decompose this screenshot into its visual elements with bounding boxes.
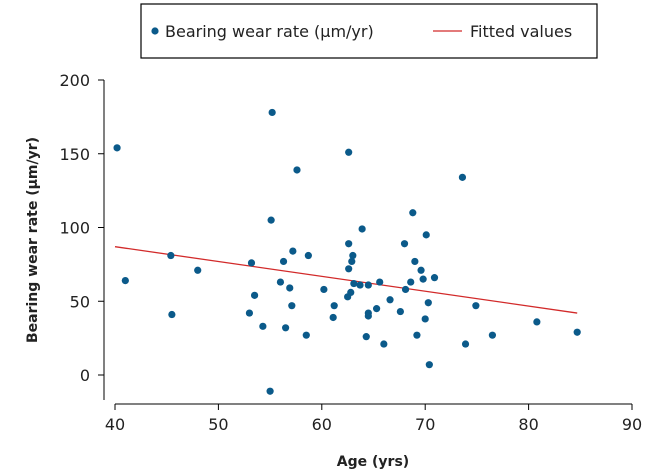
data-point bbox=[286, 284, 294, 292]
data-point bbox=[573, 328, 581, 336]
data-point bbox=[302, 331, 310, 339]
data-point bbox=[472, 302, 480, 310]
data-point bbox=[113, 144, 121, 152]
x-ticks: 40 50 60 70 80 90 bbox=[105, 404, 642, 434]
data-point bbox=[247, 259, 256, 267]
data-point bbox=[411, 257, 419, 266]
data-point bbox=[458, 173, 467, 181]
data-point bbox=[380, 340, 388, 348]
data-point bbox=[330, 302, 338, 310]
data-point bbox=[266, 387, 274, 395]
data-point bbox=[533, 318, 541, 326]
data-point bbox=[194, 266, 202, 274]
axes: 0 50 100 150 200 40 50 60 70 80 90 Age (yrs) Bear… bbox=[25, 71, 642, 470]
data-point bbox=[348, 257, 356, 266]
data-point bbox=[279, 257, 288, 266]
data-point bbox=[345, 240, 353, 248]
data-point bbox=[417, 266, 425, 274]
data-point bbox=[349, 251, 357, 260]
data-point bbox=[245, 309, 254, 317]
data-point bbox=[421, 315, 429, 323]
data-point bbox=[121, 277, 129, 285]
x-tick-label: 50 bbox=[208, 415, 228, 434]
data-point bbox=[293, 166, 301, 174]
x-axis-title: Age (yrs) bbox=[337, 454, 409, 470]
fitted-values-line bbox=[114, 246, 578, 314]
data-point bbox=[356, 281, 364, 289]
data-point bbox=[288, 302, 296, 310]
data-point bbox=[419, 275, 427, 283]
x-tick-label: 80 bbox=[518, 415, 538, 434]
y-tick-label: 50 bbox=[70, 292, 90, 311]
y-ticks: 0 50 100 150 200 bbox=[59, 71, 104, 385]
x-tick-label: 90 bbox=[622, 415, 642, 434]
data-point bbox=[304, 251, 312, 260]
x-tick-label: 60 bbox=[312, 415, 332, 434]
data-point bbox=[358, 225, 366, 233]
data-point bbox=[276, 278, 285, 286]
data-point bbox=[268, 108, 276, 117]
data-point bbox=[376, 278, 384, 286]
data-point bbox=[413, 331, 421, 339]
data-point bbox=[345, 265, 353, 273]
data-point bbox=[425, 361, 433, 369]
x-tick-label: 40 bbox=[105, 415, 125, 434]
data-point bbox=[386, 296, 394, 304]
data-point bbox=[401, 285, 410, 294]
data-point bbox=[350, 279, 358, 288]
data-point bbox=[409, 209, 417, 217]
data-point bbox=[347, 288, 355, 296]
data-point bbox=[289, 247, 297, 255]
data-point bbox=[167, 251, 175, 260]
data-point bbox=[422, 231, 430, 239]
y-tick-label: 200 bbox=[59, 71, 90, 90]
data-point bbox=[364, 312, 372, 320]
data-point bbox=[259, 322, 267, 330]
legend-label-wear-rate: Bearing wear rate (µm/yr) bbox=[165, 22, 374, 41]
data-point bbox=[282, 324, 290, 332]
y-tick-label: 100 bbox=[59, 219, 90, 238]
data-point bbox=[488, 331, 497, 339]
legend: Bearing wear rate (µm/yr) Fitted values bbox=[140, 3, 598, 59]
y-axis-title: Bearing wear rate (µm/yr) bbox=[25, 137, 41, 343]
data-point bbox=[461, 340, 470, 348]
data-point bbox=[373, 305, 381, 313]
data-point bbox=[364, 281, 372, 289]
data-point bbox=[329, 313, 337, 322]
data-point bbox=[250, 291, 259, 299]
y-tick-label: 0 bbox=[80, 366, 90, 385]
data-point bbox=[168, 310, 176, 319]
data-point bbox=[320, 285, 328, 294]
fitted-line-layer bbox=[114, 246, 578, 314]
legend-label-fitted: Fitted values bbox=[470, 22, 572, 41]
y-tick-label: 150 bbox=[59, 145, 90, 164]
data-point bbox=[362, 333, 370, 341]
data-point bbox=[267, 216, 275, 224]
legend-marker-wear-rate bbox=[151, 27, 159, 35]
x-tick-label: 70 bbox=[415, 415, 435, 434]
data-point bbox=[407, 278, 415, 286]
data-point bbox=[396, 307, 404, 316]
scatter-points-layer bbox=[113, 108, 581, 395]
data-point bbox=[424, 299, 432, 307]
data-point bbox=[345, 148, 353, 156]
data-point bbox=[430, 274, 439, 282]
data-point bbox=[400, 240, 409, 248]
legend-box bbox=[140, 3, 598, 59]
